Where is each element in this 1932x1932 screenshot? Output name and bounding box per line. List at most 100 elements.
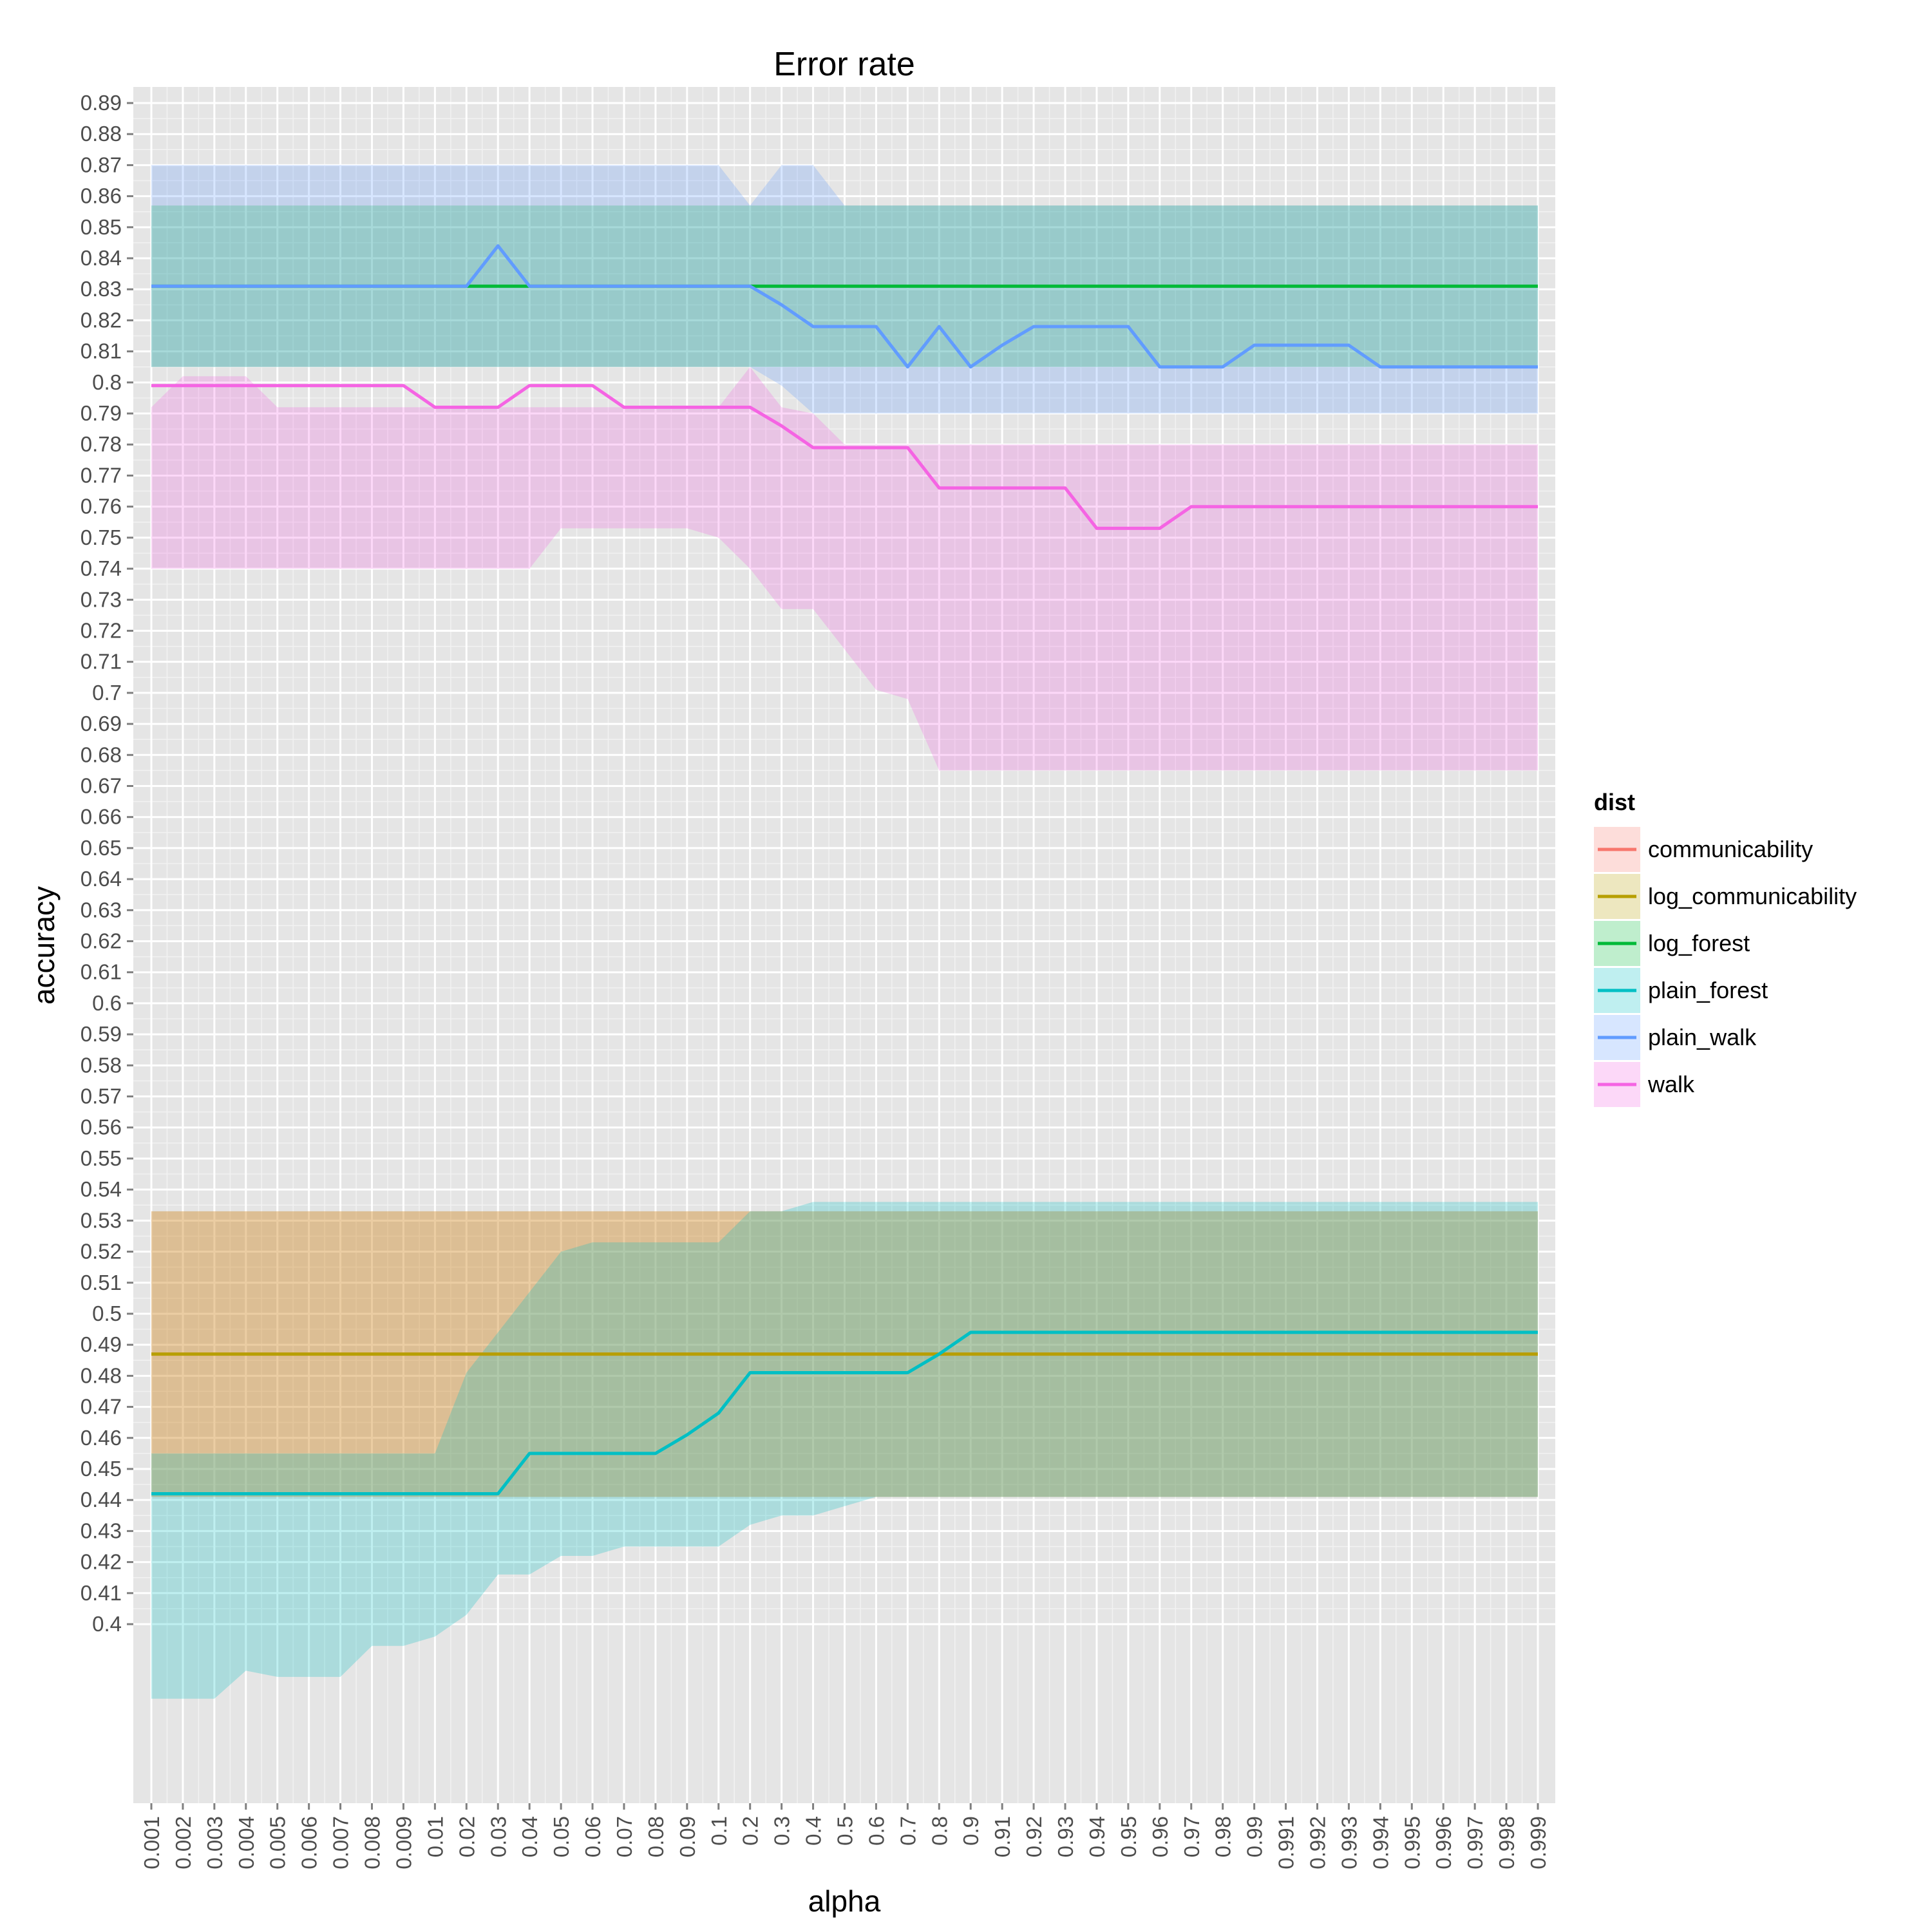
x-tick-label: 0.999 xyxy=(1526,1816,1550,1870)
x-tick-label: 0.08 xyxy=(644,1816,668,1857)
x-tick-label: 0.003 xyxy=(203,1816,227,1870)
y-tick-label: 0.65 xyxy=(80,836,122,860)
y-tick-label: 0.69 xyxy=(80,712,122,735)
y-tick-label: 0.45 xyxy=(80,1457,122,1481)
x-tick-label: 0.2 xyxy=(739,1816,762,1846)
x-tick-label: 0.95 xyxy=(1117,1816,1141,1857)
x-tick-label: 0.008 xyxy=(361,1816,384,1870)
y-tick-label: 0.63 xyxy=(80,898,122,922)
x-tick-label: 0.3 xyxy=(770,1816,794,1846)
x-tick-label: 0.997 xyxy=(1463,1816,1487,1870)
series-line-plain_walk xyxy=(151,244,1538,369)
y-tick-label: 0.61 xyxy=(80,960,122,984)
y-tick-label: 0.57 xyxy=(80,1084,122,1108)
x-tick-label: 0.96 xyxy=(1148,1816,1172,1857)
y-tick-label: 0.64 xyxy=(80,867,122,891)
y-tick-label: 0.54 xyxy=(80,1177,122,1201)
x-tick-label: 0.005 xyxy=(266,1816,290,1870)
x-tick-label: 0.99 xyxy=(1243,1816,1267,1857)
x-tick-label: 0.93 xyxy=(1054,1816,1077,1857)
x-tick-label: 0.004 xyxy=(234,1816,258,1870)
y-tick-label: 0.49 xyxy=(80,1332,122,1356)
y-tick-label: 0.85 xyxy=(80,215,122,239)
series-line-plain_forest xyxy=(151,1331,1538,1495)
x-tick-label: 0.1 xyxy=(707,1816,731,1846)
legend-label-communicability: communicability xyxy=(1648,836,1813,862)
x-tick-label: 0.94 xyxy=(1085,1816,1109,1857)
y-tick-label: 0.43 xyxy=(80,1519,122,1542)
x-tick-label: 0.006 xyxy=(298,1816,321,1870)
y-tick-label: 0.58 xyxy=(80,1053,122,1077)
x-tick-label: 0.998 xyxy=(1495,1816,1519,1870)
y-tick-label: 0.88 xyxy=(80,122,122,146)
y-tick-label: 0.76 xyxy=(80,495,122,518)
y-tick-label: 0.8 xyxy=(92,370,122,394)
y-tick-label: 0.75 xyxy=(80,526,122,549)
legend-title: dist xyxy=(1594,789,1635,815)
x-tick-label: 0.03 xyxy=(486,1816,510,1857)
x-tick-label: 0.91 xyxy=(990,1816,1014,1857)
legend: dist communicability log_communicabilityl… xyxy=(1594,789,1857,1107)
ribbon-plain_walk xyxy=(151,165,1538,413)
x-tick-label: 0.001 xyxy=(140,1816,164,1870)
x-tick-label: 0.994 xyxy=(1368,1816,1392,1870)
x-tick-label: 0.992 xyxy=(1306,1816,1330,1870)
x-tick-label: 0.04 xyxy=(518,1816,542,1857)
y-tick-label: 0.41 xyxy=(80,1581,122,1605)
legend-label-log_forest: log_forest xyxy=(1648,930,1750,956)
y-tick-label: 0.52 xyxy=(80,1240,122,1264)
y-tick-label: 0.74 xyxy=(80,556,122,580)
x-tick-label: 0.8 xyxy=(927,1816,951,1846)
series-lines xyxy=(151,244,1538,1495)
grid xyxy=(133,87,1555,1803)
y-tick-label: 0.6 xyxy=(92,991,122,1015)
y-tick-label: 0.81 xyxy=(80,339,122,363)
x-tick-label: 0.97 xyxy=(1180,1816,1204,1857)
x-tick-label: 0.007 xyxy=(329,1816,353,1870)
y-tick-label: 0.44 xyxy=(80,1488,122,1511)
x-tick-label: 0.01 xyxy=(423,1816,447,1857)
y-tick-label: 0.87 xyxy=(80,153,122,176)
y-tick-label: 0.78 xyxy=(80,432,122,456)
x-axis: 0.001 0.002 0.003 0.004 0.005 0.006 0.007 0.008… xyxy=(140,1803,1550,1870)
y-tick-label: 0.53 xyxy=(80,1208,122,1232)
x-tick-label: 0.06 xyxy=(581,1816,605,1857)
y-tick-label: 0.84 xyxy=(80,246,122,270)
y-tick-label: 0.67 xyxy=(80,773,122,797)
x-tick-label: 0.993 xyxy=(1337,1816,1361,1870)
y-tick-label: 0.66 xyxy=(80,805,122,829)
x-tick-label: 0.05 xyxy=(549,1816,573,1857)
x-tick-label: 0.09 xyxy=(676,1816,699,1857)
y-tick-label: 0.59 xyxy=(80,1022,122,1046)
x-tick-label: 0.991 xyxy=(1274,1816,1298,1870)
y-tick-label: 0.82 xyxy=(80,308,122,332)
y-tick-label: 0.48 xyxy=(80,1363,122,1387)
y-tick-label: 0.68 xyxy=(80,743,122,766)
y-axis: 0.4 0.41 0.42 0.43 0.44 0.45 0.46 0.47 0.48 0.49 0… xyxy=(80,91,133,1636)
y-tick-label: 0.7 xyxy=(92,681,122,705)
y-tick-label: 0.79 xyxy=(80,401,122,425)
x-tick-label: 0.002 xyxy=(171,1816,195,1870)
x-tick-label: 0.4 xyxy=(802,1816,826,1846)
y-tick-label: 0.56 xyxy=(80,1115,122,1139)
y-tick-label: 0.4 xyxy=(92,1612,122,1636)
legend-label-walk: walk xyxy=(1647,1071,1695,1097)
y-tick-label: 0.51 xyxy=(80,1271,122,1294)
x-tick-label: 0.98 xyxy=(1211,1816,1235,1857)
x-tick-label: 0.6 xyxy=(864,1816,888,1846)
y-axis-title: accuracy xyxy=(27,886,61,1005)
x-tick-label: 0.995 xyxy=(1400,1816,1424,1870)
y-tick-label: 0.55 xyxy=(80,1146,122,1170)
y-tick-label: 0.62 xyxy=(80,929,122,953)
y-tick-label: 0.89 xyxy=(80,91,122,115)
y-tick-label: 0.42 xyxy=(80,1550,122,1574)
x-tick-label: 0.92 xyxy=(1022,1816,1046,1857)
y-tick-label: 0.86 xyxy=(80,184,122,208)
y-tick-label: 0.83 xyxy=(80,277,122,301)
legend-items: communicability log_communicability log_fo… xyxy=(1594,827,1857,1107)
ribbon-plain_forest xyxy=(151,1202,1538,1699)
legend-label-log_communicability: log_communicability xyxy=(1648,883,1857,909)
x-tick-label: 0.02 xyxy=(455,1816,478,1857)
y-tick-label: 0.72 xyxy=(80,618,122,642)
